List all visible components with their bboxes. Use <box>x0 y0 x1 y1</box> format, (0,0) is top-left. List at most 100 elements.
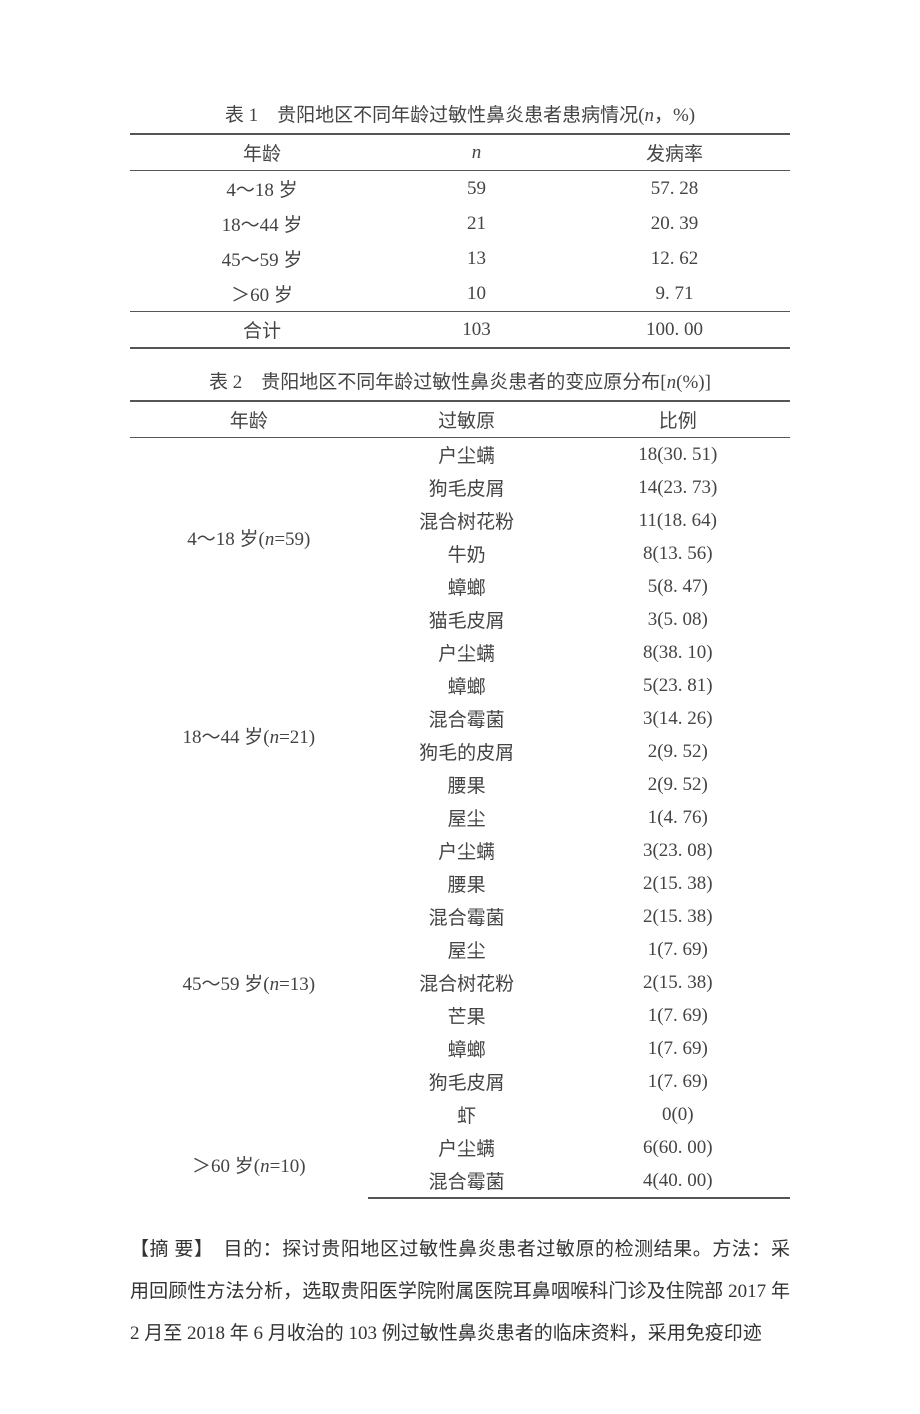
table1-header-row: 年龄 n 发病率 <box>130 134 790 171</box>
cell-ratio: 18(30. 51) <box>566 438 790 472</box>
group-label-n: n <box>260 1156 270 1177</box>
table1-body: 4～18 岁 59 57. 28 18～44 岁 21 20. 39 45～59… <box>130 171 790 349</box>
cell-ratio: 2(15. 38) <box>566 900 790 933</box>
table2-caption-suffix: (%)] <box>676 372 711 393</box>
table-row: 4～18 岁 59 57. 28 <box>130 171 790 207</box>
cell-allergen: 混合树花粉 <box>368 966 566 999</box>
cell-allergen: 混合霉菌 <box>368 1164 566 1198</box>
cell-allergen: 虾 <box>368 1098 566 1131</box>
cell-ratio: 5(23. 81) <box>566 669 790 702</box>
table1-caption-suffix: ，%) <box>654 105 695 126</box>
cell-allergen: 混合霉菌 <box>368 900 566 933</box>
cell-ratio: 3(23. 08) <box>566 834 790 867</box>
table-row: 4～18 岁(n=59)户尘螨18(30. 51) <box>130 438 790 472</box>
cell-allergen: 户尘螨 <box>368 1131 566 1164</box>
cell-rate: 20. 39 <box>559 206 790 241</box>
group-label-pre: 45～59 岁( <box>182 974 269 995</box>
cell-allergen: 蟑螂 <box>368 1032 566 1065</box>
cell-ratio: 8(38. 10) <box>566 636 790 669</box>
group-label-pre: ＞60 岁( <box>192 1156 260 1177</box>
group-label-pre: 4～18 岁( <box>187 529 265 550</box>
table1-caption-n: n <box>644 105 654 126</box>
group-label-n: n <box>270 727 280 748</box>
table2-header-age: 年龄 <box>130 401 368 438</box>
table1: 年龄 n 发病率 4～18 岁 59 57. 28 18～44 岁 21 20.… <box>130 133 790 349</box>
table2-caption: 表 2 贵阳地区不同年龄过敏性鼻炎患者的变应原分布[n(%)] <box>130 367 790 394</box>
cell-rate: 9. 71 <box>559 276 790 312</box>
cell-allergen: 猫毛皮屑 <box>368 603 566 636</box>
cell-n: 103 <box>394 312 559 349</box>
table1-caption-prefix: 表 1 贵阳地区不同年龄过敏性鼻炎患者患病情况( <box>225 105 645 126</box>
group-label-post: =13) <box>279 974 315 995</box>
cell-n: 59 <box>394 171 559 207</box>
cell-rate: 100. 00 <box>559 312 790 349</box>
cell-allergen: 户尘螨 <box>368 438 566 472</box>
table-row: ＞60 岁(n=10)户尘螨6(60. 00) <box>130 1131 790 1164</box>
group-age-cell: 45～59 岁(n=13) <box>130 834 368 1131</box>
group-age-cell: 18～44 岁(n=21) <box>130 636 368 834</box>
cell-ratio: 3(14. 26) <box>566 702 790 735</box>
cell-ratio: 1(7. 69) <box>566 1065 790 1098</box>
cell-allergen: 屋尘 <box>368 801 566 834</box>
cell-ratio: 3(5. 08) <box>566 603 790 636</box>
table2-body: 4～18 岁(n=59)户尘螨18(30. 51)狗毛皮屑14(23. 73)混… <box>130 438 790 1199</box>
cell-allergen: 腰果 <box>368 768 566 801</box>
table1-total-row: 合计 103 100. 00 <box>130 312 790 349</box>
cell-allergen: 芒果 <box>368 999 566 1032</box>
cell-ratio: 5(8. 47) <box>566 570 790 603</box>
cell-ratio: 2(15. 38) <box>566 966 790 999</box>
cell-ratio: 4(40. 00) <box>566 1164 790 1198</box>
group-age-cell: ＞60 岁(n=10) <box>130 1131 368 1198</box>
cell-ratio: 2(15. 38) <box>566 867 790 900</box>
cell-ratio: 8(13. 56) <box>566 537 790 570</box>
cell-allergen: 腰果 <box>368 867 566 900</box>
table1-header-age: 年龄 <box>130 134 394 171</box>
cell-ratio: 0(0) <box>566 1098 790 1131</box>
document-page: 表 1 贵阳地区不同年龄过敏性鼻炎患者患病情况(n，%) 年龄 n 发病率 4～… <box>0 0 920 1414</box>
table-row: 18～44 岁 21 20. 39 <box>130 206 790 241</box>
cell-n: 13 <box>394 241 559 276</box>
cell-allergen: 狗毛的皮屑 <box>368 735 566 768</box>
cell-age: 45～59 岁 <box>130 241 394 276</box>
table-row: ＞60 岁 10 9. 71 <box>130 276 790 312</box>
cell-allergen: 牛奶 <box>368 537 566 570</box>
cell-ratio: 1(7. 69) <box>566 1032 790 1065</box>
group-label-post: =21) <box>279 727 315 748</box>
table1-header-rate: 发病率 <box>559 134 790 171</box>
cell-n: 21 <box>394 206 559 241</box>
cell-ratio: 2(9. 52) <box>566 768 790 801</box>
table-row: 18～44 岁(n=21)户尘螨8(38. 10) <box>130 636 790 669</box>
group-age-cell: 4～18 岁(n=59) <box>130 438 368 637</box>
table2-header-allergen: 过敏原 <box>368 401 566 438</box>
group-label-pre: 18～44 岁( <box>182 727 269 748</box>
cell-allergen: 混合霉菌 <box>368 702 566 735</box>
abstract-paragraph: 【摘 要】 目的：探讨贵阳地区过敏性鼻炎患者过敏原的检测结果。方法：采用回顾性方… <box>130 1229 790 1354</box>
cell-allergen: 混合树花粉 <box>368 504 566 537</box>
group-label-n: n <box>265 529 275 550</box>
cell-age: 4～18 岁 <box>130 171 394 207</box>
cell-n: 10 <box>394 276 559 312</box>
table1-caption: 表 1 贵阳地区不同年龄过敏性鼻炎患者患病情况(n，%) <box>130 100 790 127</box>
table-row: 45～59 岁(n=13)户尘螨3(23. 08) <box>130 834 790 867</box>
table2-caption-prefix: 表 2 贵阳地区不同年龄过敏性鼻炎患者的变应原分布[ <box>209 372 667 393</box>
table2-header-ratio: 比例 <box>566 401 790 438</box>
cell-age: 18～44 岁 <box>130 206 394 241</box>
cell-age: 合计 <box>130 312 394 349</box>
cell-allergen: 狗毛皮屑 <box>368 1065 566 1098</box>
cell-allergen: 屋尘 <box>368 933 566 966</box>
table2: 年龄 过敏原 比例 4～18 岁(n=59)户尘螨18(30. 51)狗毛皮屑1… <box>130 400 790 1199</box>
cell-rate: 57. 28 <box>559 171 790 207</box>
cell-ratio: 1(4. 76) <box>566 801 790 834</box>
cell-ratio: 2(9. 52) <box>566 735 790 768</box>
cell-ratio: 1(7. 69) <box>566 933 790 966</box>
cell-ratio: 1(7. 69) <box>566 999 790 1032</box>
cell-ratio: 6(60. 00) <box>566 1131 790 1164</box>
group-label-n: n <box>270 974 280 995</box>
table2-header-row: 年龄 过敏原 比例 <box>130 401 790 438</box>
cell-allergen: 户尘螨 <box>368 636 566 669</box>
table-row: 45～59 岁 13 12. 62 <box>130 241 790 276</box>
group-label-post: =10) <box>270 1156 306 1177</box>
cell-allergen: 狗毛皮屑 <box>368 471 566 504</box>
cell-age: ＞60 岁 <box>130 276 394 312</box>
cell-allergen: 户尘螨 <box>368 834 566 867</box>
